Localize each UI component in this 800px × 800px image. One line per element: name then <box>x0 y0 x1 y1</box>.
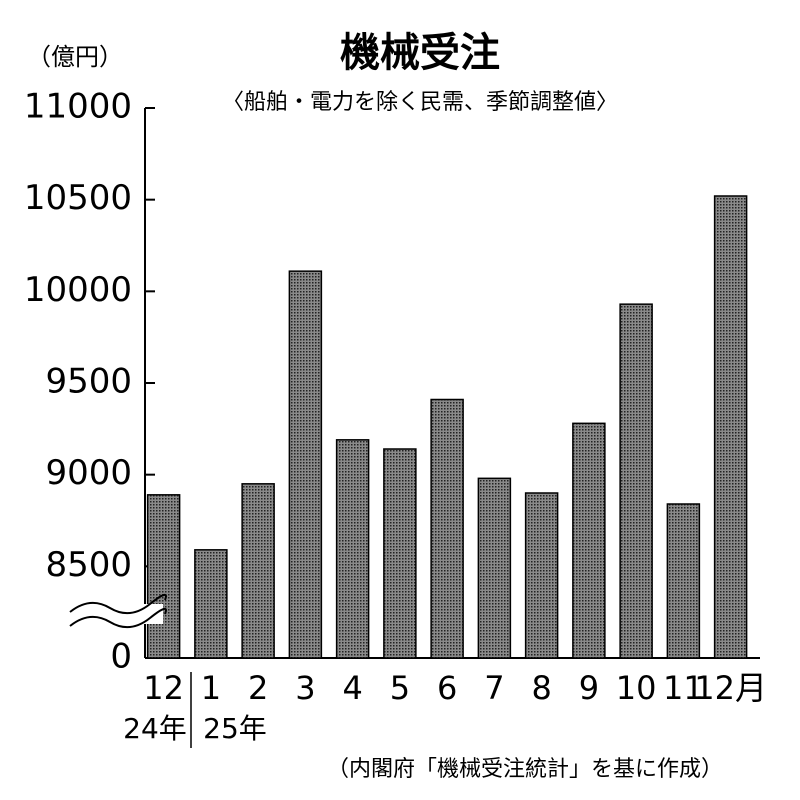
bar <box>713 195 748 659</box>
x-tick-label: 12月 <box>694 669 767 707</box>
chart-title: 機械受注 <box>340 30 500 76</box>
unit-label: （億円） <box>27 43 123 71</box>
subtitle: 〈船舶・電力を除く民需、季節調整値〉 <box>222 90 618 115</box>
x-tick-label: 7 <box>484 669 504 707</box>
y-tick-label: 8500 <box>45 545 132 585</box>
x-tick-label: 4 <box>342 669 362 707</box>
bar <box>477 477 512 659</box>
x-tick-label: 9 <box>579 669 599 707</box>
x-tick-label: 11 <box>663 669 704 707</box>
bar <box>288 270 323 659</box>
bar <box>335 439 370 659</box>
bar <box>666 503 701 659</box>
y-tick-label: 10000 <box>24 270 132 310</box>
x-tick-label: 12 <box>143 669 184 707</box>
axis-break <box>68 593 167 629</box>
bar <box>146 494 181 659</box>
source-note: （内閣府「機械受注統計」を基に作成） <box>327 757 723 782</box>
x-tick-label: 3 <box>295 669 315 707</box>
bar <box>383 448 417 659</box>
x-tick-label: 8 <box>531 669 551 707</box>
x-tick-label: 5 <box>390 669 410 707</box>
bar <box>241 483 275 659</box>
y-tick-label: 9500 <box>45 362 132 402</box>
x-tick-label: 1 <box>201 669 221 707</box>
x-tick-label: 6 <box>437 669 457 707</box>
x-tick-label: 10 <box>616 669 657 707</box>
bar <box>619 303 653 659</box>
y-tick-label: 9000 <box>45 453 132 493</box>
y-tick-label: 0 <box>110 637 132 677</box>
x-tick-label: 2 <box>248 669 268 707</box>
bar <box>572 422 606 659</box>
bar <box>194 549 228 659</box>
y-tick-label: 11000 <box>24 87 132 127</box>
bar <box>524 492 559 659</box>
bar <box>430 398 464 659</box>
year-label: 25年 <box>203 712 267 745</box>
y-tick-label: 10500 <box>24 178 132 218</box>
year-label: 24年 <box>123 712 187 745</box>
